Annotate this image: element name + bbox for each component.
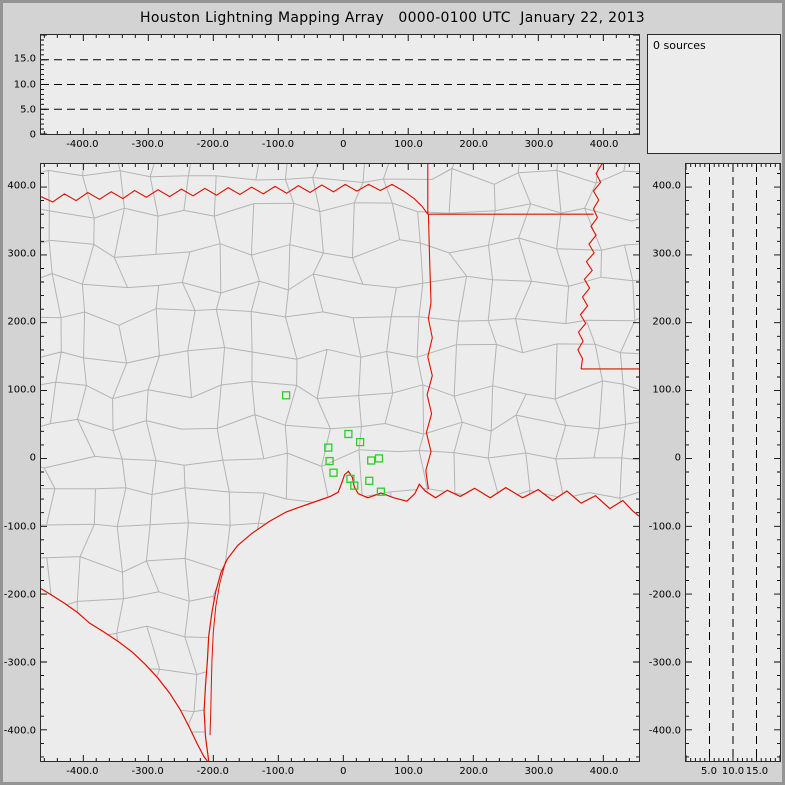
y-axis-tick-label: 200.0 [652,316,681,328]
lma-station-marker [329,468,338,477]
map-panel-x-axis: -400.0 -300.0 -200.0 -100.0 0 100.0 200.0 300.0… [40,765,640,777]
texas-louisiana-border [425,214,433,490]
x-axis-tick-label: 15.0 [745,766,769,777]
sources-count-panel: 0 sources [647,34,781,154]
altitude-vs-northsouth-plot [686,164,780,761]
y-axis-tick-label: 200.0 [7,316,36,328]
x-axis-tick-label: 100.0 [394,766,423,777]
y-axis-tick-label: 0 [29,129,36,141]
y-axis-tick-label: 10.0 [13,79,36,90]
x-axis-tick-label: 0 [340,139,347,150]
lma-station-marker [281,391,291,400]
y-axis-tick-label: 100.0 [652,384,681,396]
y-axis-tick-label: 400.0 [652,180,681,192]
x-axis-tick-label: -100.0 [261,766,295,777]
lma-station-marker [367,456,376,465]
plan-view-map-panel[interactable] [40,163,640,762]
x-axis-tick-label: 0 [340,766,347,777]
plan-view-map [41,164,639,761]
y-axis-tick-label: 0 [674,452,681,464]
y-axis-tick-label: -100.0 [648,521,681,532]
y-axis-tick-label: 300.0 [652,248,681,260]
x-axis-tick-label: 300.0 [524,766,554,777]
y-axis-tick-label: -400.0 [3,725,36,737]
right-panel-y-axis: 400.0 300.0 200.0 100.0 0 -100.0 -200.0 -300.0 -… [648,163,683,762]
altitude-vs-northsouth-panel[interactable] [685,163,781,762]
lma-station-marker [376,487,386,496]
y-axis-tick-label: -400.0 [648,725,681,737]
y-axis-tick-label: 15.0 [13,53,36,65]
x-axis-tick-label: 10.0 [721,766,745,777]
axis-ticks [41,35,639,134]
right-panel-x-axis: 5.0 10.0 15.0 [685,765,781,777]
x-axis-tick-label: 100.0 [394,139,423,150]
x-axis-tick-label: -200.0 [196,139,229,150]
altitude-vs-eastwest-plot [41,35,639,134]
x-axis-tick-label: 200.0 [459,139,489,150]
y-axis-tick-label: 400.0 [7,180,36,192]
lma-station-marker [350,481,359,490]
x-axis-tick-label: -100.0 [261,139,295,150]
x-axis-tick-label: -300.0 [131,766,164,777]
axis-ticks [686,164,780,761]
rio-grande-border [41,588,208,761]
x-axis-tick-label: 300.0 [524,139,554,150]
y-axis-tick-label: -100.0 [3,521,36,532]
window-title: Houston Lightning Mapping Array 0000-010… [140,10,645,26]
mississippi-river-border [577,164,603,369]
gulf-of-mexico [204,471,639,761]
gulf-coastline [203,470,639,761]
x-axis-tick-label: 5.0 [701,766,717,777]
lma-station-marker [324,443,333,452]
y-axis-tick-label: -300.0 [648,657,681,669]
y-axis-tick-label: -200.0 [648,589,681,601]
y-axis-tick-label: 100.0 [7,384,36,396]
texas-oklahoma-border [41,183,429,215]
lma-station-marker [355,437,365,447]
x-axis-tick-label: -200.0 [196,766,229,777]
lma-station-marker [344,429,353,439]
sources-count-label: 0 sources [653,39,706,52]
x-axis-tick-label: -400.0 [66,139,99,150]
axis-ticks [41,164,639,761]
y-axis-tick-label: 5.0 [20,104,36,116]
map-panel-y-axis: 400.0 300.0 200.0 100.0 0 -100.0 -200.0 -300.0 -… [3,163,38,762]
lma-station-marker [325,456,334,466]
mexico-region [41,588,208,761]
lma-station-marker [374,454,384,463]
x-axis-tick-label: 200.0 [459,766,489,777]
y-axis-tick-label: 300.0 [7,248,36,260]
y-axis-tick-label: -300.0 [3,657,36,669]
altitude-vs-eastwest-panel[interactable] [40,34,640,135]
top-panel-y-axis: 15.0 10.0 5.0 0 [3,34,38,141]
x-axis-tick-label: 400.0 [589,139,619,150]
x-axis-tick-label: -400.0 [66,766,99,777]
x-axis-tick-label: 400.0 [589,766,619,777]
top-panel-x-axis: -400.0 -300.0 -200.0 -100.0 0 100.0 200.0 300.0… [40,138,640,150]
lma-station-marker [365,476,374,485]
y-axis-tick-label: 0 [29,452,36,464]
x-axis-tick-label: -300.0 [131,139,164,150]
padre-island-barrier [209,561,227,736]
y-axis-tick-label: -200.0 [3,589,36,601]
